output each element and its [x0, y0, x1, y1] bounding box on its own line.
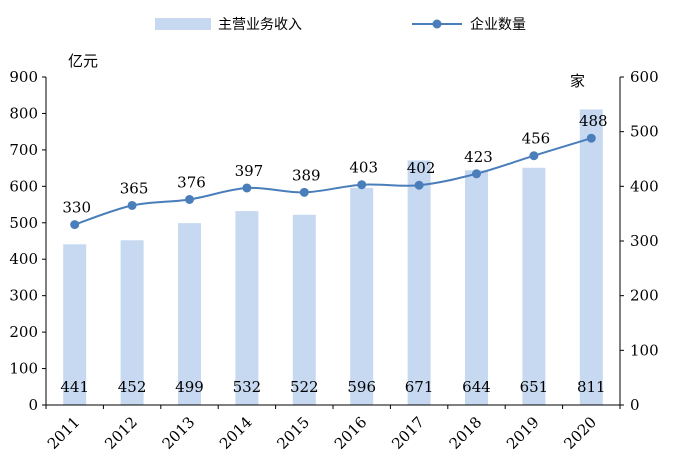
legend-label-companies: 企业数量 — [470, 16, 526, 33]
bar-value-label-2011: 441 — [60, 378, 89, 396]
x-tick-label-2012: 2012 — [101, 413, 141, 453]
bar-2012 — [120, 240, 144, 405]
x-tick-label-2011: 2011 — [44, 413, 84, 453]
legend-label-revenue: 主营业务收入 — [218, 17, 302, 33]
line-series — [70, 133, 596, 230]
bar-value-labels: 441 452 499 532 522 596 671 644 651 811 — [60, 378, 605, 396]
y-left-tick-label: 600 — [9, 177, 38, 195]
bar-value-label-2015: 522 — [290, 378, 319, 396]
x-tick-label-2019: 2019 — [503, 413, 543, 453]
line-value-label-2013: 376 — [177, 173, 206, 191]
y-right-tick-label: 400 — [630, 177, 659, 195]
bar-2016 — [350, 187, 374, 405]
x-tick-label-2017: 2017 — [388, 413, 428, 453]
bar-series — [63, 109, 603, 406]
legend: 主营业务收入 企业数量 — [155, 16, 526, 33]
legend-swatch-revenue — [155, 18, 211, 30]
x-tick-label-2015: 2015 — [273, 413, 313, 453]
line-path-companies — [74, 137, 592, 226]
y-right-tick-label: 0 — [630, 396, 640, 414]
bar-2019 — [522, 167, 546, 405]
line-point-2011 — [70, 220, 80, 230]
y-left-tick-label: 700 — [9, 141, 38, 159]
line-point-2014 — [242, 183, 252, 193]
line-point-2012 — [127, 200, 137, 210]
bar-value-label-2016: 596 — [347, 378, 376, 396]
bar-value-label-2012: 452 — [118, 378, 147, 396]
y-left-tick-label: 300 — [9, 287, 38, 305]
y-left-tick-label: 900 — [9, 68, 38, 86]
bar-2020 — [579, 109, 603, 406]
bar-2015 — [292, 214, 316, 405]
bar-2011 — [63, 244, 87, 405]
y-left-tick-label: 400 — [9, 250, 38, 268]
bar-2017 — [407, 160, 431, 405]
bar-value-label-2020: 811 — [577, 378, 606, 396]
line-value-labels: 330 365 376 397 389 403 402 423 456 488 — [62, 112, 607, 216]
axes: 0 100 200 300 400 500 600 700 800 900 0 100 200 300 40… — [9, 68, 658, 453]
y-right-tick-label: 200 — [630, 287, 659, 305]
x-tick-label-2020: 2020 — [560, 413, 600, 453]
line-point-2016 — [357, 180, 367, 190]
y-left-tick-label: 0 — [28, 396, 38, 414]
bar-2013 — [178, 223, 201, 405]
y-left-tick-label: 100 — [9, 360, 38, 378]
line-point-2015 — [299, 187, 309, 197]
bar-value-label-2017: 671 — [405, 378, 434, 396]
line-value-label-2020: 488 — [579, 112, 608, 130]
bar-2014 — [235, 211, 259, 405]
bar-value-label-2018: 644 — [462, 378, 491, 396]
y-right-tick-label: 500 — [630, 123, 659, 141]
bar-2018 — [465, 170, 488, 405]
bar-value-label-2019: 651 — [520, 378, 549, 396]
y-right-tick-label: 300 — [630, 232, 659, 250]
line-value-label-2014: 397 — [235, 162, 264, 180]
line-value-label-2015: 389 — [292, 166, 321, 184]
x-tick-label-2013: 2013 — [159, 413, 199, 453]
legend-marker-companies — [432, 19, 442, 29]
line-point-2013 — [185, 194, 194, 204]
line-value-label-2017: 402 — [407, 159, 436, 177]
line-point-2020 — [586, 133, 596, 143]
bar-value-label-2013: 499 — [175, 378, 204, 396]
x-tick-label-2014: 2014 — [216, 413, 256, 453]
line-value-label-2018: 423 — [464, 148, 493, 166]
y-left-unit-label: 亿元 — [68, 52, 98, 70]
line-value-label-2016: 403 — [349, 159, 378, 177]
y-right-unit-label: 家 — [570, 72, 585, 90]
y-left-tick-label: 800 — [9, 104, 38, 122]
line-value-label-2011: 330 — [62, 199, 91, 217]
y-left-tick-label: 200 — [9, 323, 38, 341]
line-point-2018 — [472, 169, 481, 179]
line-value-label-2019: 456 — [522, 130, 551, 148]
line-point-2017 — [414, 180, 424, 190]
y-right-tick-label: 100 — [630, 341, 659, 359]
y-right-tick-label: 600 — [630, 68, 659, 86]
y-left-tick-label: 500 — [9, 214, 38, 232]
x-tick-label-2016: 2016 — [331, 413, 371, 453]
bar-value-label-2014: 532 — [233, 378, 262, 396]
line-value-label-2012: 365 — [120, 179, 149, 197]
x-tick-label-2018: 2018 — [446, 413, 486, 453]
line-point-2019 — [529, 151, 539, 161]
